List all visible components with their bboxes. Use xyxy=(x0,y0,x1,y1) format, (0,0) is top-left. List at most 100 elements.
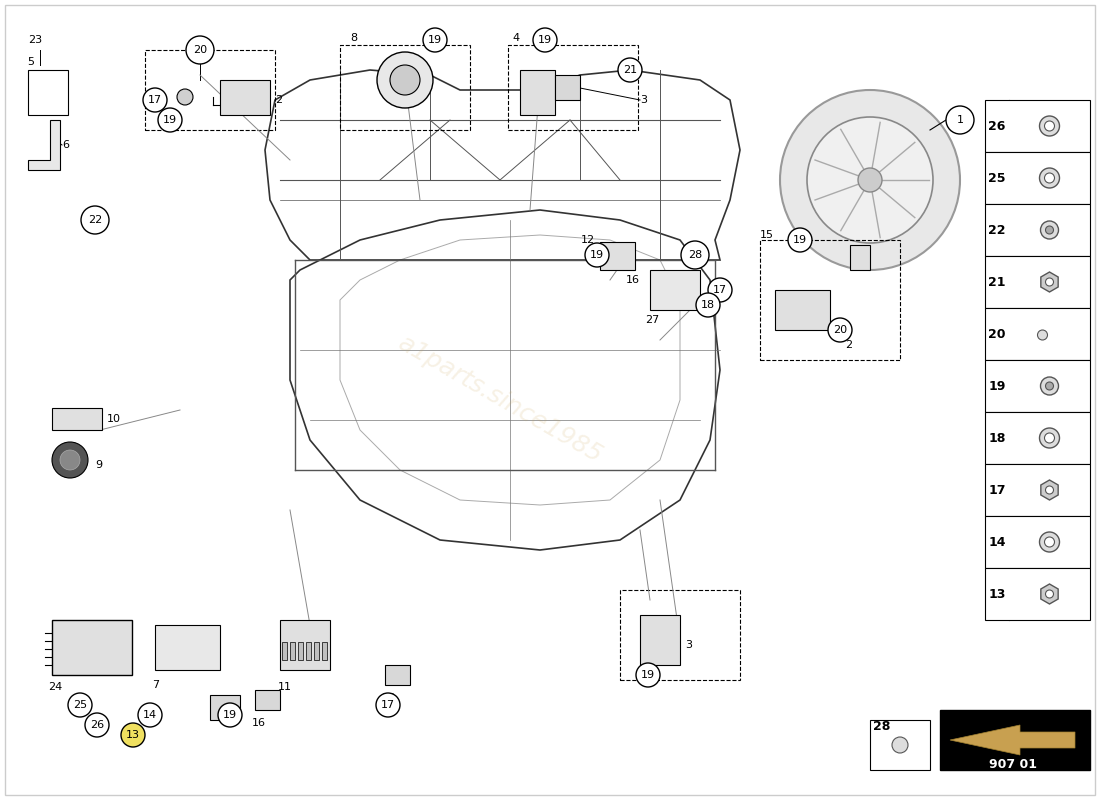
Bar xyxy=(52,620,132,675)
Text: 3: 3 xyxy=(685,640,692,650)
Text: 5: 5 xyxy=(28,57,34,67)
Bar xyxy=(306,642,311,660)
Bar xyxy=(508,45,638,130)
Bar xyxy=(640,615,680,665)
Text: 25: 25 xyxy=(73,700,87,710)
Bar xyxy=(322,642,327,660)
Circle shape xyxy=(1045,486,1054,494)
Text: 7: 7 xyxy=(152,680,160,690)
Circle shape xyxy=(1045,173,1055,183)
Text: 17: 17 xyxy=(147,95,162,105)
Bar xyxy=(984,152,1090,204)
Bar xyxy=(650,270,700,310)
Bar xyxy=(984,256,1090,308)
Bar xyxy=(220,80,270,115)
Circle shape xyxy=(1045,278,1054,286)
Text: 907 01: 907 01 xyxy=(989,758,1037,771)
Text: 23: 23 xyxy=(28,35,42,45)
Text: 19: 19 xyxy=(163,115,177,125)
Circle shape xyxy=(1040,116,1059,136)
Text: 28: 28 xyxy=(688,250,702,260)
Text: 11: 11 xyxy=(278,682,292,692)
Bar xyxy=(940,710,1090,770)
Text: 19: 19 xyxy=(223,710,238,720)
Text: 18: 18 xyxy=(988,431,1005,445)
Circle shape xyxy=(1045,590,1054,598)
Text: 13: 13 xyxy=(126,730,140,740)
Text: 16: 16 xyxy=(252,718,266,728)
Circle shape xyxy=(52,442,88,478)
Text: 17: 17 xyxy=(381,700,395,710)
Text: 6: 6 xyxy=(62,140,69,150)
Circle shape xyxy=(780,90,960,270)
Text: a1parts.since1985: a1parts.since1985 xyxy=(394,332,606,468)
Circle shape xyxy=(85,713,109,737)
Bar xyxy=(145,50,275,130)
Bar xyxy=(620,590,740,680)
Bar xyxy=(280,620,330,670)
Text: 2: 2 xyxy=(845,340,853,350)
Circle shape xyxy=(1041,377,1058,395)
Text: 21: 21 xyxy=(623,65,637,75)
Polygon shape xyxy=(28,120,60,170)
Circle shape xyxy=(218,703,242,727)
Circle shape xyxy=(376,693,400,717)
Circle shape xyxy=(1040,532,1059,552)
Circle shape xyxy=(1040,168,1059,188)
Text: 13: 13 xyxy=(988,587,1005,601)
Bar xyxy=(210,695,240,720)
Circle shape xyxy=(1037,330,1047,340)
Text: 19: 19 xyxy=(538,35,552,45)
Text: 19: 19 xyxy=(641,670,656,680)
Bar xyxy=(984,568,1090,620)
Bar xyxy=(870,720,930,770)
Text: 16: 16 xyxy=(626,275,640,285)
Circle shape xyxy=(1045,226,1054,234)
Text: 8: 8 xyxy=(350,33,358,43)
Text: 21: 21 xyxy=(988,275,1005,289)
Text: 19: 19 xyxy=(428,35,442,45)
Bar xyxy=(984,308,1090,360)
Text: 19: 19 xyxy=(988,379,1005,393)
Text: 17: 17 xyxy=(713,285,727,295)
Bar xyxy=(984,100,1090,152)
Circle shape xyxy=(946,106,974,134)
Text: 26: 26 xyxy=(90,720,104,730)
Circle shape xyxy=(618,58,642,82)
Circle shape xyxy=(143,88,167,112)
Circle shape xyxy=(138,703,162,727)
Circle shape xyxy=(681,241,710,269)
Circle shape xyxy=(585,243,609,267)
Bar xyxy=(776,290,830,330)
Circle shape xyxy=(81,206,109,234)
Text: 4: 4 xyxy=(512,33,519,43)
Text: 20: 20 xyxy=(833,325,847,335)
Circle shape xyxy=(60,450,80,470)
Circle shape xyxy=(892,737,907,753)
Circle shape xyxy=(1045,433,1055,443)
Bar xyxy=(52,408,102,430)
Circle shape xyxy=(696,293,720,317)
Bar xyxy=(520,70,556,115)
Circle shape xyxy=(1045,121,1055,131)
Polygon shape xyxy=(1041,480,1058,500)
Bar xyxy=(314,642,319,660)
Text: 12: 12 xyxy=(581,235,595,245)
Text: 19: 19 xyxy=(590,250,604,260)
Text: 10: 10 xyxy=(107,414,121,424)
Bar xyxy=(298,642,302,660)
Polygon shape xyxy=(1041,272,1058,292)
Text: 18: 18 xyxy=(701,300,715,310)
Text: 22: 22 xyxy=(88,215,102,225)
Bar xyxy=(255,690,280,710)
Bar xyxy=(290,642,295,660)
Text: 19: 19 xyxy=(793,235,807,245)
Circle shape xyxy=(424,28,447,52)
Circle shape xyxy=(390,65,420,95)
Text: 20: 20 xyxy=(192,45,207,55)
Circle shape xyxy=(1045,382,1054,390)
Bar xyxy=(984,516,1090,568)
Circle shape xyxy=(158,108,182,132)
Bar xyxy=(28,70,68,115)
Bar xyxy=(282,642,287,660)
